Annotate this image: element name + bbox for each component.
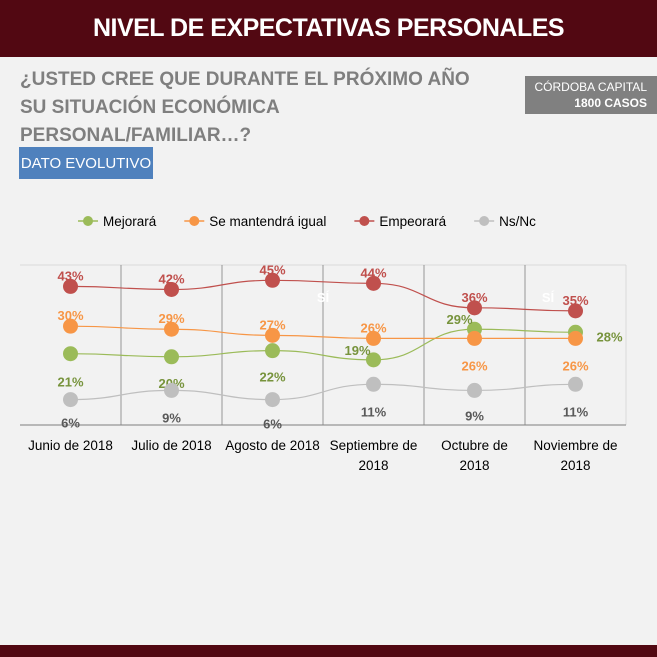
annotation-label: SÍ — [542, 290, 555, 305]
legend-marker — [189, 216, 200, 226]
data-label: 11% — [563, 404, 589, 419]
cases-label: 1800 CASOS — [574, 96, 647, 110]
page-title: NIVEL DE EXPECTATIVAS PERSONALES — [92, 14, 565, 42]
data-label: 44% — [360, 265, 386, 280]
data-point — [164, 349, 179, 365]
data-label: 27% — [259, 317, 285, 332]
data-label: 21% — [57, 375, 83, 390]
page-footer — [0, 645, 657, 657]
data-label: 26% — [562, 358, 588, 373]
data-label: 29% — [158, 311, 184, 326]
data-point — [164, 382, 179, 398]
series-line — [70, 383, 576, 401]
annotation-label: SÍ — [317, 290, 330, 305]
data-point — [265, 392, 280, 408]
data-point — [568, 376, 583, 392]
legend-label: Empeorará — [379, 214, 446, 229]
data-label: 36% — [461, 290, 487, 305]
location-label: CÓRDOBA CAPITAL — [534, 80, 647, 94]
data-point — [63, 278, 78, 294]
data-label: 6% — [263, 417, 282, 432]
page-header: NIVEL DE EXPECTATIVAS PERSONALES — [0, 0, 657, 57]
data-label: 35% — [562, 293, 588, 308]
data-label: 9% — [465, 408, 484, 423]
data-label: 28% — [596, 329, 622, 344]
series-line — [70, 328, 576, 361]
data-point — [366, 352, 381, 368]
data-point — [265, 327, 280, 343]
legend-label: Mejorará — [103, 214, 157, 229]
data-point — [164, 281, 179, 297]
x-tick-label: 2018 — [560, 458, 590, 473]
data-point — [265, 343, 280, 359]
x-tick-label: Octubre de — [441, 438, 508, 453]
data-label: 22% — [259, 370, 285, 385]
sample-badge: CÓRDOBA CAPITAL 1800 CASOS — [525, 76, 657, 114]
data-label: 6% — [61, 416, 80, 431]
data-point — [164, 321, 179, 337]
data-point — [63, 392, 78, 408]
series-line — [70, 279, 576, 312]
data-label: 45% — [259, 262, 285, 277]
x-tick-label: Agosto de 2018 — [225, 438, 320, 453]
x-tick-label: Septiembre de — [330, 438, 418, 453]
data-point — [366, 330, 381, 346]
survey-question: ¿USTED CREE QUE DURANTE EL PRÓXIMO AÑO S… — [20, 69, 470, 146]
data-label: 26% — [360, 320, 386, 335]
x-tick-label: 2018 — [459, 458, 489, 473]
x-tick-label: Julio de 2018 — [131, 438, 211, 453]
data-point — [366, 376, 381, 392]
section-label: DATO EVOLUTIVO — [19, 147, 153, 179]
legend-marker — [479, 216, 490, 226]
data-point — [265, 272, 280, 288]
legend-marker — [359, 216, 370, 226]
data-label: 26% — [461, 358, 487, 373]
data-point — [568, 330, 583, 346]
data-point — [467, 382, 482, 398]
data-point — [366, 275, 381, 291]
data-label: 29% — [446, 312, 472, 327]
data-label: 43% — [57, 268, 83, 283]
x-tick-label: Junio de 2018 — [28, 438, 113, 453]
data-point — [63, 318, 78, 334]
data-label: 42% — [158, 271, 184, 286]
legend-label: Se mantendrá igual — [209, 214, 326, 229]
series-line — [70, 325, 576, 340]
x-tick-label: Noviembre de — [533, 438, 617, 453]
data-point — [568, 303, 583, 319]
data-point — [467, 300, 482, 316]
data-point — [467, 330, 482, 346]
data-point — [63, 346, 78, 362]
data-label: 19% — [344, 343, 370, 358]
data-label: 9% — [162, 410, 181, 425]
data-label: 30% — [57, 308, 83, 323]
x-tick-label: 2018 — [358, 458, 388, 473]
legend-label: Ns/Nc — [499, 214, 536, 229]
legend-marker — [83, 216, 93, 226]
data-label: 11% — [361, 404, 387, 419]
